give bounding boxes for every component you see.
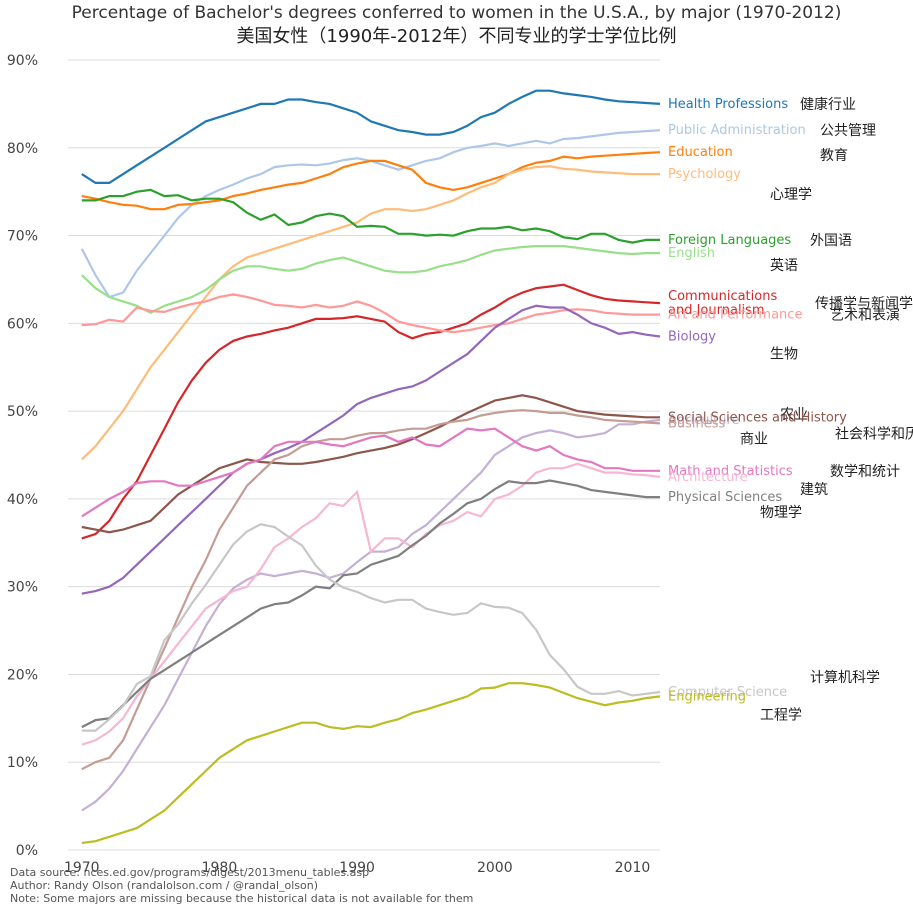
footer-line: Data source: nces.ed.gov/programs/digest…	[10, 866, 369, 879]
label-en-art_performance: Art and Performance	[668, 308, 802, 323]
label-cn-art_performance: 艺术和表演	[830, 308, 900, 324]
y-tick-label: 20%	[7, 667, 38, 683]
series-education	[82, 152, 660, 209]
footer-line: Author: Randy Olson (randalolson.com / @…	[10, 879, 318, 892]
label-cn-computer_science: 计算机科学	[810, 670, 880, 686]
series-engineering	[82, 683, 660, 843]
label-en-psychology: Psychology	[668, 167, 741, 182]
label-en-education: Education	[668, 145, 733, 160]
y-tick-label: 60%	[7, 316, 38, 332]
label-cn-biology: 生物	[770, 347, 798, 363]
label-en-communications_journalism: Communications	[668, 289, 777, 304]
label-cn-public_administration: 公共管理	[820, 123, 876, 139]
label-en-biology: Biology	[668, 330, 716, 345]
y-tick-label: 50%	[7, 404, 38, 420]
y-tick-label: 10%	[7, 755, 38, 771]
label-cn-engineering: 工程学	[760, 707, 802, 723]
label-cn-architecture: 建筑	[800, 482, 828, 498]
series-agriculture	[82, 420, 660, 811]
label-en-health_professions: Health Professions	[668, 97, 788, 112]
label-cn-business: 商业	[740, 431, 768, 447]
label-en-architecture: Architecture	[668, 470, 748, 485]
y-tick-label: 90%	[7, 53, 38, 69]
label-en-public_administration: Public Administration	[668, 123, 806, 138]
label-cn-health_professions: 健康行业	[800, 96, 856, 113]
series-architecture	[82, 464, 660, 745]
x-tick-label: 2010	[615, 860, 651, 876]
series-foreign_languages	[82, 190, 660, 243]
y-tick-label: 40%	[7, 492, 38, 508]
label-cn-english: 英语	[770, 257, 798, 274]
label-en-english: English	[668, 246, 715, 261]
label-en-engineering: Engineering	[668, 689, 746, 704]
series-computer_science	[82, 524, 660, 730]
series-physical_sciences	[82, 481, 660, 728]
footer-line: Note: Some majors are missing because th…	[10, 892, 473, 905]
y-tick-label: 0%	[16, 843, 38, 859]
label-cn-psychology: 心理学	[770, 187, 812, 203]
label-cn-physical_sciences: 物理学	[760, 505, 802, 521]
label-en-physical_sciences: Physical Sciences	[668, 490, 782, 505]
chart-subtitle: 美国女性（1990年-2012年）不同专业的学士学位比例	[236, 26, 676, 47]
series-english	[82, 246, 660, 313]
label-cn-foreign_languages: 外国语	[810, 233, 852, 249]
label-en-business: Business	[668, 416, 726, 431]
x-tick-label: 2000	[477, 860, 513, 876]
chart-title: Percentage of Bachelor's degrees conferr…	[72, 3, 842, 23]
label-cn-social_sciences_history: 社会科学和历史	[835, 426, 913, 442]
y-tick-label: 30%	[7, 580, 38, 596]
label-cn-math_statistics: 数学和统计	[830, 464, 900, 480]
y-tick-label: 80%	[7, 141, 38, 157]
y-tick-label: 70%	[7, 229, 38, 245]
label-cn-education: 教育	[820, 148, 848, 164]
